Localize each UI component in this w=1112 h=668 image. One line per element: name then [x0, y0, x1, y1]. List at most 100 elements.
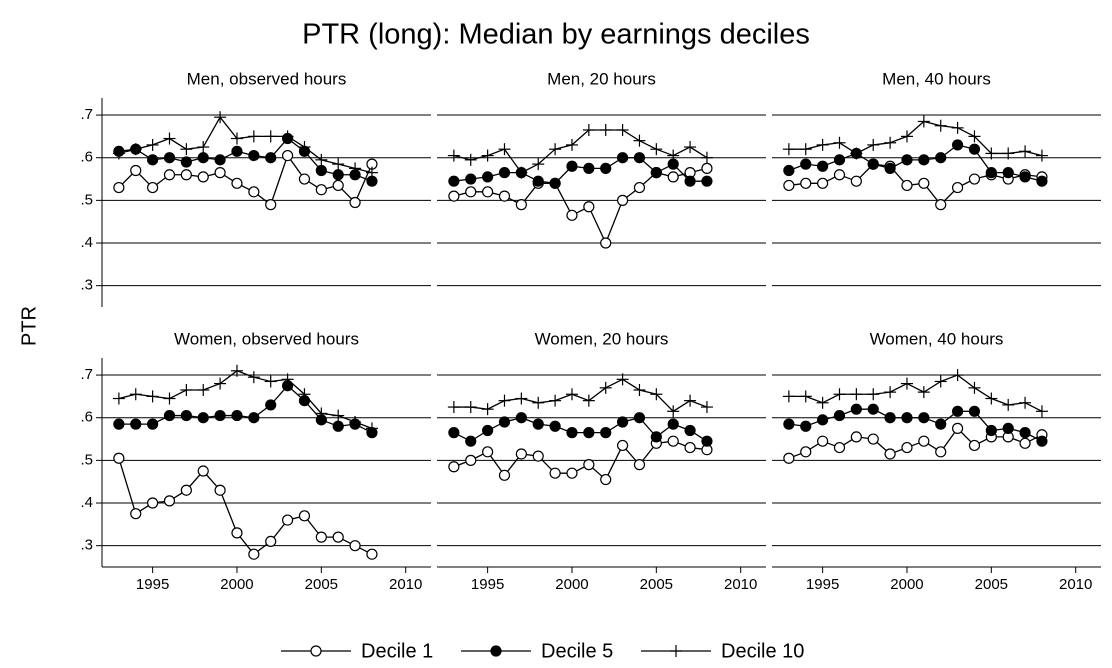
- marker-open-circle: [951, 181, 964, 194]
- marker-filled-circle: [448, 427, 460, 439]
- marker-open-circle: [130, 508, 142, 520]
- marker-filled-circle: [633, 152, 646, 164]
- marker-plus: [833, 388, 846, 401]
- x-tick-label: 2005: [640, 576, 673, 593]
- x-tick-label: 2005: [305, 576, 338, 593]
- marker-open-circle: [833, 169, 846, 181]
- panel-title: Women, 40 hours: [870, 329, 1004, 348]
- marker-open-circle: [298, 173, 311, 185]
- marker-open-circle: [515, 448, 527, 460]
- series-line: Decile 1: [453, 167, 708, 245]
- marker-plus: [633, 383, 646, 396]
- marker-filled-circle: [498, 167, 511, 179]
- series: Decile 10: [112, 111, 378, 179]
- marker-plus: [112, 392, 125, 405]
- marker-open-circle: [298, 510, 311, 522]
- marker-filled-circle: [817, 160, 829, 172]
- marker-plus: [816, 396, 829, 409]
- marker-plus: [850, 388, 863, 401]
- panel-title: Men, observed hours: [187, 69, 347, 88]
- marker-open-circle: [482, 186, 494, 198]
- marker-plus: [1019, 396, 1032, 409]
- marker-plus: [180, 143, 193, 156]
- marker-filled-circle: [214, 409, 226, 422]
- marker-plus: [565, 138, 578, 151]
- panel-title: Women, observed hours: [174, 329, 359, 348]
- marker-plus: [230, 132, 243, 145]
- marker-plus: [264, 130, 277, 143]
- marker-plus: [633, 134, 646, 147]
- marker-open-circle: [901, 179, 913, 192]
- series: Decile 5: [113, 132, 378, 187]
- marker-filled-circle: [901, 154, 913, 166]
- marker-filled-circle: [684, 175, 696, 187]
- marker-filled-circle: [482, 171, 494, 183]
- y-tick-label: .3: [80, 537, 93, 554]
- panel-title: Men, 40 hours: [882, 69, 991, 88]
- y-tick-label: .4: [80, 494, 93, 511]
- marker-plus: [281, 373, 294, 386]
- marker-filled-circle: [667, 418, 679, 430]
- marker-plus: [146, 138, 159, 151]
- marker-filled-circle: [633, 412, 646, 424]
- marker-plus: [599, 123, 612, 136]
- marker-filled-circle: [951, 405, 964, 417]
- marker-filled-circle: [616, 152, 629, 164]
- marker-plus: [850, 147, 863, 160]
- marker-plus: [934, 119, 947, 132]
- y-tick-label: .7: [80, 106, 93, 123]
- x-tick-label: 2000: [890, 576, 923, 593]
- marker-plus: [968, 381, 981, 394]
- legend-item: Decile 1: [281, 640, 433, 662]
- marker-filled-circle: [783, 164, 795, 177]
- series-line: Decile 1: [453, 440, 708, 481]
- marker-plus: [298, 141, 311, 154]
- marker-filled-circle: [332, 169, 344, 181]
- marker-plus: [515, 392, 528, 405]
- marker-filled-circle: [448, 175, 460, 187]
- marker-plus: [799, 390, 812, 403]
- marker-plus: [112, 147, 125, 160]
- marker-plus: [464, 153, 477, 166]
- marker-open-circle: [498, 469, 511, 481]
- marker-open-circle: [833, 441, 846, 454]
- marker-filled-circle: [616, 416, 629, 428]
- marker-open-circle: [448, 461, 460, 473]
- marker-open-circle: [566, 209, 578, 221]
- marker-filled-circle: [490, 645, 502, 657]
- marker-filled-circle: [935, 418, 947, 430]
- marker-filled-circle: [918, 412, 930, 424]
- marker-filled-circle: [197, 412, 209, 424]
- marker-filled-circle: [549, 177, 561, 189]
- marker-open-circle: [349, 196, 361, 209]
- marker-open-circle: [800, 177, 812, 189]
- marker-filled-circle: [549, 420, 561, 432]
- series-line: Decile 1: [118, 458, 373, 556]
- marker-filled-circle: [498, 416, 511, 428]
- marker-open-circle: [448, 190, 460, 202]
- marker-open-circle: [180, 169, 192, 181]
- marker-filled-circle: [701, 175, 713, 187]
- marker-open-circle: [231, 527, 243, 539]
- marker-plus: [1002, 147, 1015, 160]
- marker-open-circle: [332, 179, 344, 192]
- marker-open-circle: [633, 181, 646, 194]
- marker-filled-circle: [214, 154, 226, 166]
- series-line: Decile 5: [453, 157, 707, 184]
- marker-open-circle: [349, 540, 361, 552]
- marker-plus: [532, 396, 545, 409]
- marker-open-circle: [248, 186, 260, 198]
- marker-plus: [197, 383, 210, 396]
- marker-open-circle: [214, 484, 226, 496]
- marker-plus: [481, 403, 494, 416]
- marker-open-circle: [935, 446, 947, 458]
- marker-open-circle: [850, 175, 862, 187]
- marker-filled-circle: [968, 143, 981, 155]
- marker-open-circle: [918, 177, 930, 189]
- marker-filled-circle: [684, 424, 696, 437]
- series: Decile 5: [448, 152, 713, 189]
- marker-filled-circle: [985, 167, 997, 179]
- marker-open-circle: [231, 177, 243, 189]
- marker-open-circle: [800, 446, 812, 458]
